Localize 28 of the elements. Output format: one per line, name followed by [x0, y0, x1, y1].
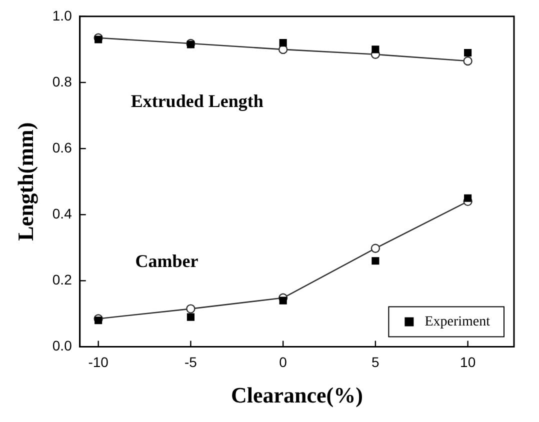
x-tick-label: 5	[372, 354, 380, 370]
point	[464, 194, 472, 202]
x-axis-title: Clearance(%)	[230, 382, 363, 408]
point	[372, 257, 380, 265]
point	[279, 39, 287, 47]
annotation: Camber	[135, 251, 198, 272]
point	[186, 304, 196, 314]
point	[186, 313, 194, 321]
point	[279, 296, 287, 304]
y-tick-label: 1.0	[52, 7, 72, 24]
y-tick-label: 0.6	[52, 139, 72, 156]
point	[463, 56, 472, 66]
point	[372, 46, 380, 54]
point	[464, 48, 472, 57]
y-tick-label: 0.8	[52, 73, 72, 90]
x-tick-label: -10	[88, 354, 109, 370]
point	[370, 244, 380, 253]
y-tick-label: 0.4	[52, 206, 72, 222]
y-tick-label: 0.2	[52, 272, 72, 288]
point	[94, 316, 102, 324]
x-tick-label: -5	[184, 354, 198, 370]
y-axis-title: Length(mm)	[12, 122, 38, 241]
y-tick-label: 0.0	[52, 338, 72, 354]
x-tick-label: 0	[279, 354, 288, 370]
annotation: Extruded Length	[130, 90, 264, 111]
x-tick-label: 10	[460, 354, 476, 370]
point	[94, 36, 102, 44]
legend-label: Experiment	[424, 314, 490, 330]
